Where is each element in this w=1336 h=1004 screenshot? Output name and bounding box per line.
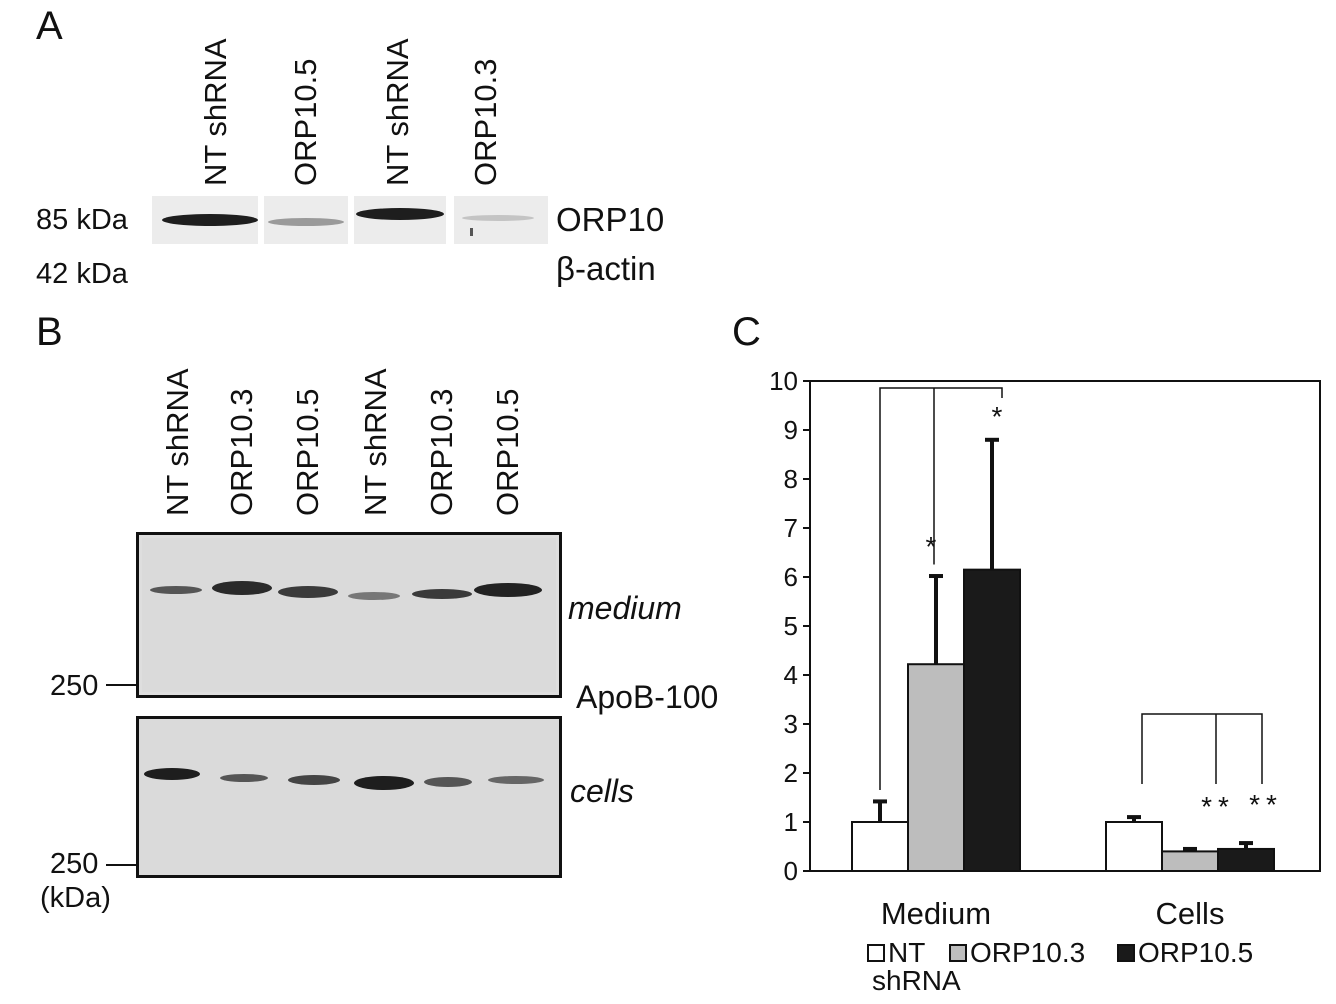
apob-medium-blot <box>136 532 562 698</box>
legend-label: ORP10.3 <box>970 937 1085 968</box>
panel-a-letter: A <box>36 4 63 48</box>
bar <box>1217 847 1275 873</box>
legend-label: ORP10.5 <box>1138 937 1253 968</box>
panel-c-letter: C <box>732 310 761 354</box>
medium-blot-label: medium <box>568 590 682 626</box>
y-tick-label: 4 <box>784 660 798 690</box>
bar <box>851 821 909 872</box>
legend-label: NT <box>888 937 925 968</box>
apob-100-label: ApoB-100 <box>576 679 719 715</box>
significance-marker: * <box>926 531 943 562</box>
y-tick-label: 1 <box>784 807 798 837</box>
y-tick-label: 6 <box>784 562 798 592</box>
x-category-label: Medium <box>881 896 991 931</box>
bar <box>907 663 965 872</box>
marker-tick-top <box>106 684 138 686</box>
bar <box>963 568 1021 873</box>
bar <box>1105 821 1163 872</box>
marker-tick-bottom <box>106 864 138 866</box>
x-category-label: Cells <box>1156 896 1225 931</box>
bar <box>1161 850 1219 873</box>
beta-actin-band-label: β-actin <box>556 250 656 287</box>
y-tick-label: 2 <box>784 758 798 788</box>
apob-cells-blot <box>136 716 562 878</box>
legend-swatch <box>1117 944 1135 962</box>
marker-42kda: 42 kDa <box>36 258 128 290</box>
y-tick-label: 8 <box>784 464 798 494</box>
orp10-western-blot <box>152 196 548 244</box>
marker-250-top: 250 <box>50 670 99 702</box>
legend-swatch <box>949 944 967 962</box>
significance-marker: ** <box>1249 789 1283 820</box>
kda-unit-label: (kDa) <box>40 882 111 914</box>
cells-blot-label: cells <box>570 773 635 809</box>
y-tick-label: 0 <box>784 856 798 886</box>
significance-marker: ** <box>1201 791 1235 822</box>
marker-85kda: 85 kDa <box>36 204 128 236</box>
significance-bracket <box>1141 713 1263 784</box>
significance-bracket <box>879 387 1003 790</box>
y-tick-label: 5 <box>784 611 798 641</box>
y-tick-label: 7 <box>784 513 798 543</box>
panel-b-letter: B <box>36 310 63 354</box>
legend-label: shRNA <box>872 965 961 996</box>
y-tick-label: 3 <box>784 709 798 739</box>
y-tick-label: 10 <box>769 366 798 396</box>
orp10-band-label: ORP10 <box>556 201 665 238</box>
legend-swatch <box>867 944 885 962</box>
y-tick-label: 9 <box>784 415 798 445</box>
significance-marker: * <box>992 401 1009 432</box>
plot-frame <box>809 380 1321 872</box>
marker-250-bottom: 250 <box>50 848 99 880</box>
